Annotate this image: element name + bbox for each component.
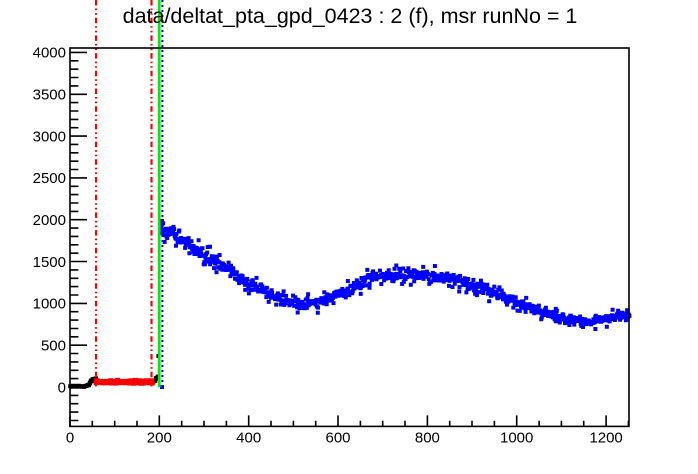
svg-text:1200: 1200 — [589, 430, 622, 447]
svg-text:data/deltat_pta_gpd_0423 : 2 (: data/deltat_pta_gpd_0423 : 2 (f), msr ru… — [123, 4, 578, 28]
svg-text:500: 500 — [41, 338, 66, 355]
svg-text:4000: 4000 — [33, 45, 66, 62]
svg-text:2000: 2000 — [33, 212, 66, 229]
svg-text:200: 200 — [147, 430, 172, 447]
svg-text:800: 800 — [415, 430, 440, 447]
svg-text:400: 400 — [236, 430, 261, 447]
svg-text:2500: 2500 — [33, 170, 66, 187]
svg-text:1000: 1000 — [33, 296, 66, 313]
svg-text:600: 600 — [325, 430, 350, 447]
svg-text:3500: 3500 — [33, 87, 66, 104]
svg-text:1500: 1500 — [33, 254, 66, 271]
svg-text:0: 0 — [66, 430, 74, 447]
svg-text:3000: 3000 — [33, 128, 66, 145]
svg-text:0: 0 — [58, 379, 66, 396]
svg-text:1000: 1000 — [500, 430, 533, 447]
